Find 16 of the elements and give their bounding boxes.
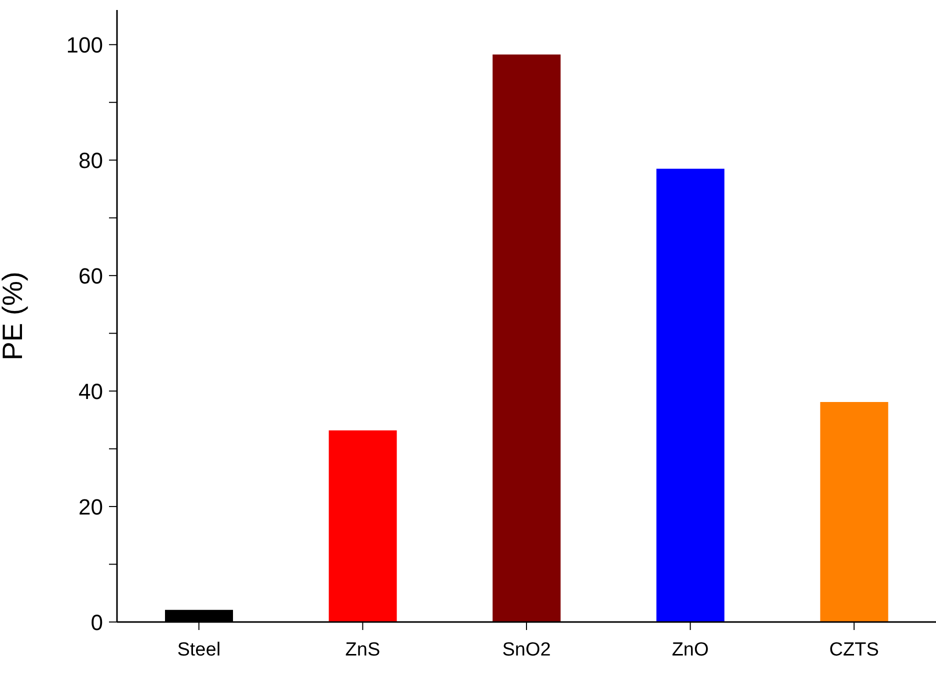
x-tick-label: CZTS xyxy=(829,639,879,660)
x-tick-label: ZnO xyxy=(672,639,709,660)
x-tick-label: ZnS xyxy=(345,639,380,660)
y-tick-label: 100 xyxy=(66,32,103,58)
bar xyxy=(656,168,724,622)
y-tick-label: 20 xyxy=(78,494,103,520)
y-tick-label: 80 xyxy=(78,148,103,173)
y-tick-label: 40 xyxy=(78,378,103,404)
bar xyxy=(820,402,888,622)
y-axis-title: PE (%) xyxy=(0,272,28,360)
y-tick-label: 60 xyxy=(78,263,103,288)
x-tick-label: Steel xyxy=(177,639,221,660)
bar xyxy=(328,430,397,622)
bar xyxy=(492,54,561,622)
y-tick-label: 0 xyxy=(90,610,103,635)
x-tick-label: SnO2 xyxy=(502,639,551,660)
